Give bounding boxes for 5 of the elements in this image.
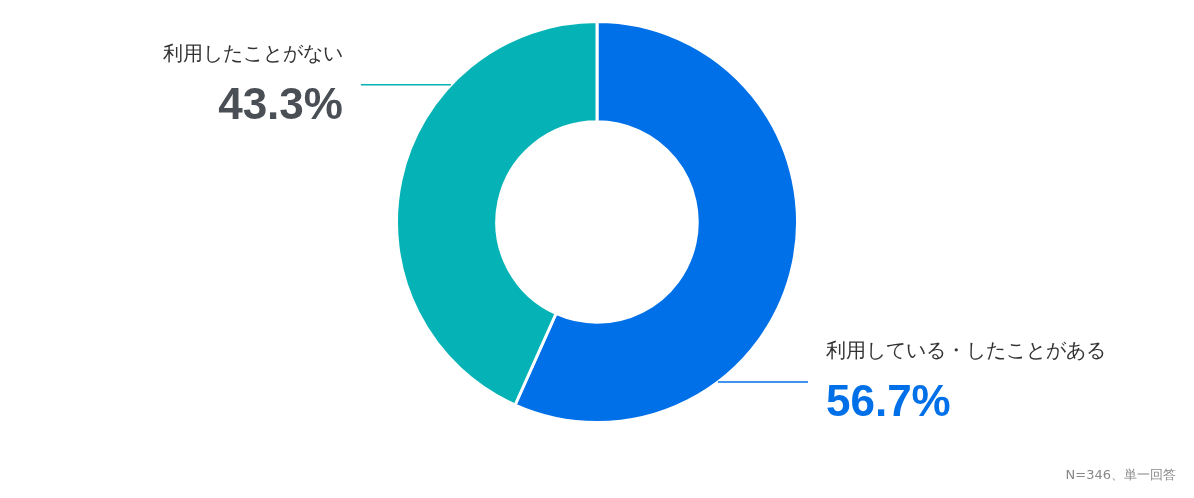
data-label: 43.3% (218, 78, 343, 128)
slice-label: 利用している・したことがある (825, 338, 1106, 363)
text: N=346、単一回答 (1065, 466, 1176, 484)
data-label: 56.7% (825, 376, 951, 426)
slice-label: 利用したことがない (162, 40, 343, 65)
